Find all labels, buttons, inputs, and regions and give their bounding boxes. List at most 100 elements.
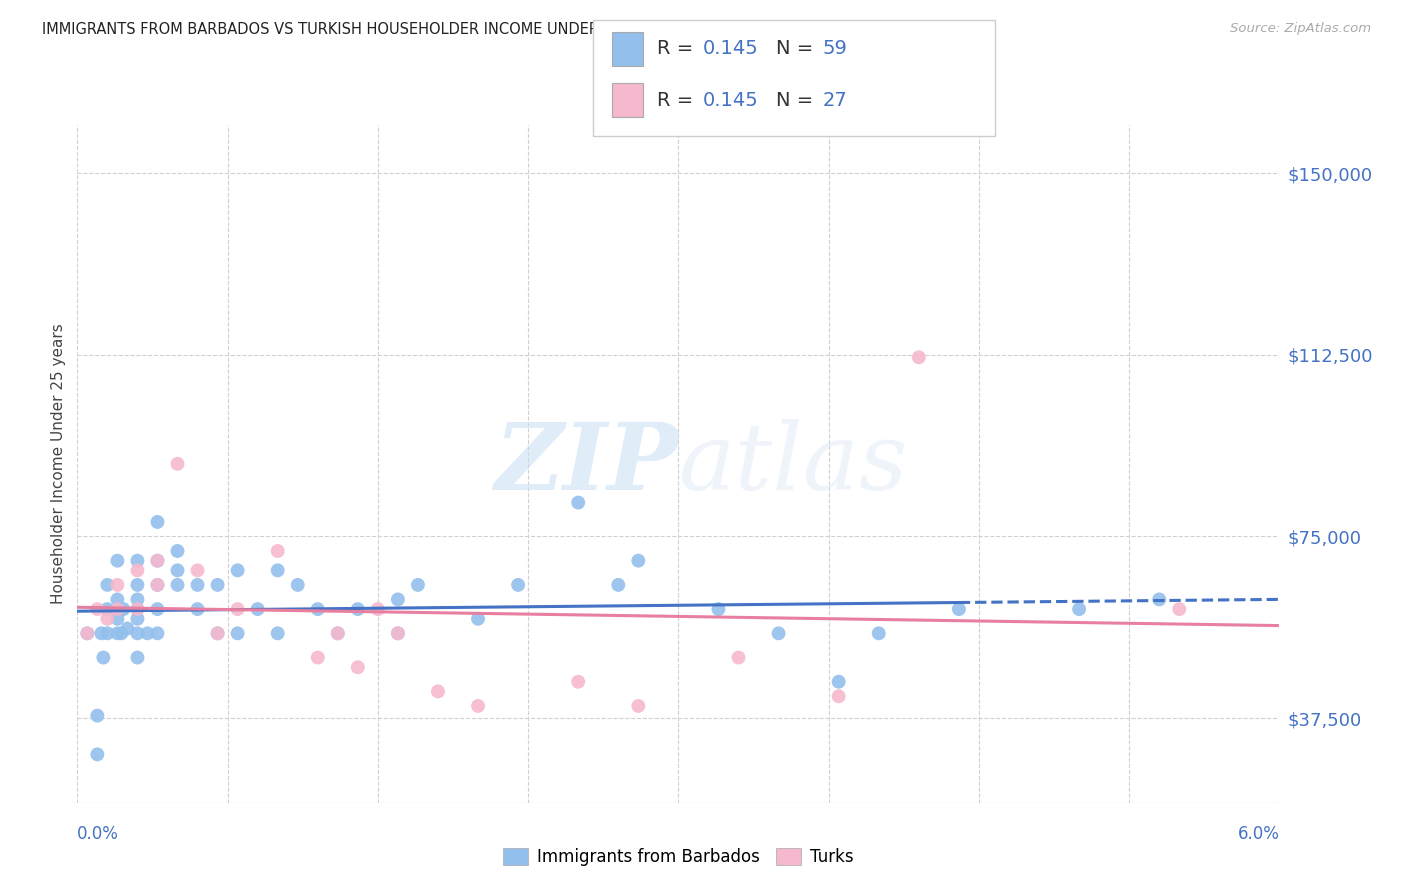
Point bbox=[387, 626, 409, 640]
Point bbox=[427, 684, 450, 698]
Point bbox=[326, 626, 349, 640]
Point bbox=[246, 602, 269, 616]
Point bbox=[187, 563, 209, 577]
Point bbox=[467, 612, 489, 626]
Point bbox=[326, 626, 349, 640]
Point bbox=[287, 578, 309, 592]
Text: 0.0%: 0.0% bbox=[77, 825, 120, 843]
Point bbox=[136, 626, 159, 640]
Point bbox=[93, 650, 115, 665]
Point bbox=[166, 457, 188, 471]
Point bbox=[107, 578, 129, 592]
Point bbox=[567, 495, 589, 509]
Legend: Immigrants from Barbados, Turks: Immigrants from Barbados, Turks bbox=[496, 841, 860, 872]
Point bbox=[127, 602, 149, 616]
Point bbox=[367, 602, 389, 616]
Point bbox=[1168, 602, 1191, 616]
Point bbox=[90, 626, 112, 640]
Text: ZIP: ZIP bbox=[494, 419, 679, 508]
Point bbox=[86, 602, 108, 616]
Point bbox=[387, 592, 409, 607]
Point bbox=[107, 602, 129, 616]
Point bbox=[96, 612, 118, 626]
Point bbox=[226, 626, 249, 640]
Point bbox=[226, 563, 249, 577]
Text: 59: 59 bbox=[823, 39, 848, 58]
Point bbox=[166, 563, 188, 577]
Text: Source: ZipAtlas.com: Source: ZipAtlas.com bbox=[1230, 22, 1371, 36]
Text: atlas: atlas bbox=[679, 419, 908, 508]
Point bbox=[187, 578, 209, 592]
Point bbox=[207, 626, 229, 640]
Point bbox=[207, 578, 229, 592]
Point bbox=[166, 578, 188, 592]
Point bbox=[127, 602, 149, 616]
Point bbox=[146, 578, 169, 592]
Point bbox=[96, 626, 118, 640]
Point bbox=[117, 622, 139, 636]
Point bbox=[146, 602, 169, 616]
Point bbox=[1149, 592, 1171, 607]
Point bbox=[112, 602, 135, 616]
Point bbox=[607, 578, 630, 592]
Point bbox=[627, 554, 650, 568]
Y-axis label: Householder Income Under 25 years: Householder Income Under 25 years bbox=[51, 324, 66, 604]
Point bbox=[207, 626, 229, 640]
Point bbox=[627, 698, 650, 713]
Point bbox=[768, 626, 790, 640]
Point bbox=[508, 578, 530, 592]
Text: 6.0%: 6.0% bbox=[1237, 825, 1279, 843]
Point bbox=[127, 563, 149, 577]
Point bbox=[146, 554, 169, 568]
Point bbox=[107, 626, 129, 640]
Point bbox=[187, 602, 209, 616]
Point bbox=[110, 626, 132, 640]
Text: IMMIGRANTS FROM BARBADOS VS TURKISH HOUSEHOLDER INCOME UNDER 25 YEARS CORRELATIO: IMMIGRANTS FROM BARBADOS VS TURKISH HOUS… bbox=[42, 22, 837, 37]
Point bbox=[166, 544, 188, 558]
Point bbox=[127, 612, 149, 626]
Point bbox=[347, 660, 370, 674]
Point bbox=[127, 578, 149, 592]
Text: R =: R = bbox=[657, 91, 699, 110]
Text: 0.145: 0.145 bbox=[703, 39, 759, 58]
Text: N =: N = bbox=[776, 91, 820, 110]
Point bbox=[908, 351, 931, 365]
Point bbox=[347, 602, 370, 616]
Point bbox=[868, 626, 890, 640]
Point bbox=[146, 515, 169, 529]
Point bbox=[127, 592, 149, 607]
Point bbox=[828, 690, 851, 704]
Point bbox=[707, 602, 730, 616]
Point bbox=[127, 650, 149, 665]
Point bbox=[86, 708, 108, 723]
Point bbox=[727, 650, 749, 665]
Point bbox=[406, 578, 429, 592]
Text: R =: R = bbox=[657, 39, 699, 58]
Point bbox=[107, 554, 129, 568]
Point bbox=[86, 747, 108, 762]
Point bbox=[127, 554, 149, 568]
Point bbox=[1069, 602, 1091, 616]
Point bbox=[567, 674, 589, 689]
Point bbox=[107, 592, 129, 607]
Point bbox=[226, 602, 249, 616]
Point bbox=[267, 626, 290, 640]
Point bbox=[828, 674, 851, 689]
Point bbox=[467, 698, 489, 713]
Point bbox=[307, 602, 329, 616]
Point bbox=[267, 563, 290, 577]
Point bbox=[146, 626, 169, 640]
Point bbox=[76, 626, 98, 640]
Point bbox=[76, 626, 98, 640]
Point bbox=[146, 578, 169, 592]
Point bbox=[387, 626, 409, 640]
Point bbox=[96, 602, 118, 616]
Text: 27: 27 bbox=[823, 91, 848, 110]
Point bbox=[107, 612, 129, 626]
Point bbox=[267, 544, 290, 558]
Text: 0.145: 0.145 bbox=[703, 91, 759, 110]
Point bbox=[146, 554, 169, 568]
Point bbox=[96, 578, 118, 592]
Point bbox=[307, 650, 329, 665]
Text: N =: N = bbox=[776, 39, 820, 58]
